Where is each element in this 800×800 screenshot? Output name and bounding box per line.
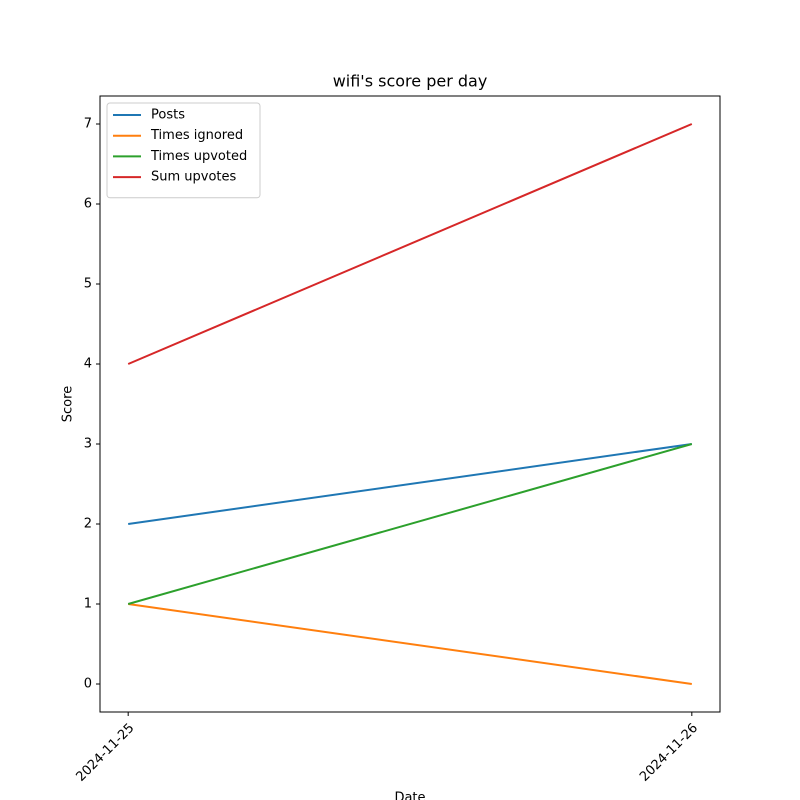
- legend-label: Sum upvotes: [151, 170, 237, 185]
- y-tick-label: 4: [84, 357, 92, 372]
- y-tick-label: 2: [84, 517, 92, 532]
- legend-label: Posts: [151, 108, 185, 123]
- legend-label: Times upvoted: [150, 149, 247, 164]
- x-axis-label: Date: [394, 791, 425, 800]
- line-series: [128, 603, 692, 685]
- y-tick-label: 7: [84, 117, 92, 132]
- legend-box: [106, 102, 261, 199]
- legend-label: Times ignored: [150, 128, 243, 143]
- line-series: [128, 443, 692, 525]
- chart-title: wifi's score per day: [333, 72, 488, 91]
- y-tick-label: 6: [84, 197, 92, 212]
- y-axis-label: Score: [61, 386, 76, 422]
- y-tick-label: 0: [84, 677, 92, 692]
- y-tick-label: 3: [84, 437, 92, 452]
- y-tick-label: 5: [84, 277, 92, 292]
- y-tick-label: 1: [84, 597, 92, 612]
- line-series: [127, 443, 693, 605]
- line-series: [127, 123, 693, 365]
- plot-frame: [99, 95, 721, 713]
